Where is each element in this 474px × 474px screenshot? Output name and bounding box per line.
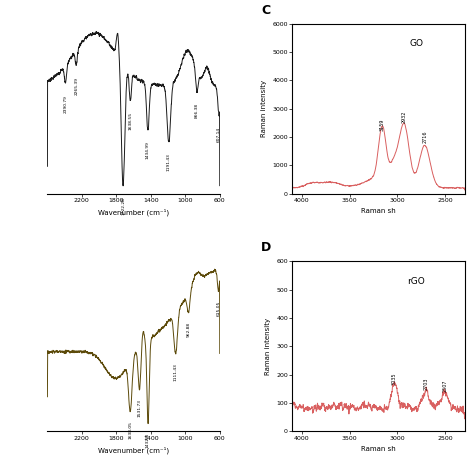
Text: 1722.28: 1722.28 bbox=[121, 197, 125, 215]
Y-axis label: Raman intensity: Raman intensity bbox=[264, 318, 271, 375]
Text: 1638.55: 1638.55 bbox=[128, 112, 132, 130]
Text: 1111.43: 1111.43 bbox=[173, 363, 178, 381]
Text: 2390.79: 2390.79 bbox=[64, 95, 67, 113]
Text: 3035: 3035 bbox=[392, 372, 397, 384]
Text: 3159: 3159 bbox=[380, 119, 385, 131]
Text: 607.14: 607.14 bbox=[217, 127, 221, 142]
X-axis label: Raman sh: Raman sh bbox=[361, 446, 396, 452]
X-axis label: Wavenumber (cm⁻¹): Wavenumber (cm⁻¹) bbox=[98, 446, 169, 454]
Text: GO: GO bbox=[409, 39, 423, 48]
Text: 2932: 2932 bbox=[401, 110, 407, 123]
Text: 2703: 2703 bbox=[423, 378, 428, 390]
Text: 962.88: 962.88 bbox=[186, 322, 191, 337]
X-axis label: Wavenumber (cm⁻¹): Wavenumber (cm⁻¹) bbox=[98, 208, 169, 216]
Text: 1191.43: 1191.43 bbox=[167, 153, 171, 171]
Text: 2507: 2507 bbox=[442, 379, 447, 392]
Y-axis label: Raman intensity: Raman intensity bbox=[261, 80, 267, 137]
Text: 1638.05: 1638.05 bbox=[128, 421, 132, 439]
Text: 2716: 2716 bbox=[422, 130, 427, 143]
Text: 1434.99: 1434.99 bbox=[146, 141, 150, 159]
Text: 615.05: 615.05 bbox=[217, 301, 220, 316]
Text: 2265.39: 2265.39 bbox=[74, 77, 78, 95]
Text: 866.38: 866.38 bbox=[195, 103, 199, 118]
Text: 1432.8: 1432.8 bbox=[146, 433, 150, 448]
Text: C: C bbox=[261, 3, 270, 17]
Text: 1531.73: 1531.73 bbox=[137, 399, 141, 417]
X-axis label: Raman sh: Raman sh bbox=[361, 208, 396, 214]
Text: rGO: rGO bbox=[407, 276, 425, 285]
Text: D: D bbox=[261, 241, 272, 254]
